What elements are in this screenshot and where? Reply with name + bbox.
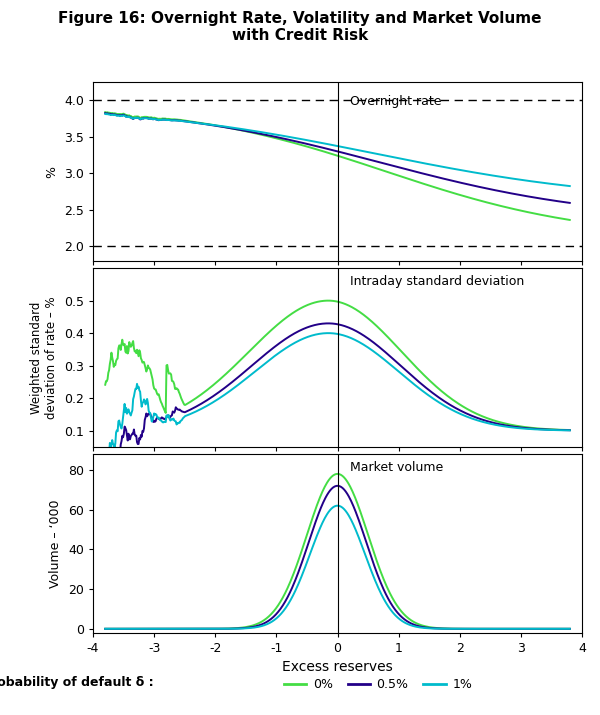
Text: Intraday standard deviation: Intraday standard deviation — [350, 275, 524, 288]
Y-axis label: Volume – ‘000: Volume – ‘000 — [49, 499, 62, 588]
Text: Figure 16: Overnight Rate, Volatility and Market Volume
with Credit Risk: Figure 16: Overnight Rate, Volatility an… — [58, 11, 542, 43]
Text: Overnight rate: Overnight rate — [350, 94, 441, 108]
Y-axis label: Weighted standard
deviation of rate – %: Weighted standard deviation of rate – % — [31, 296, 58, 419]
X-axis label: Excess reserves: Excess reserves — [282, 661, 393, 674]
Text: Market volume: Market volume — [350, 461, 443, 474]
Legend: 0%, 0.5%, 1%: 0%, 0.5%, 1% — [279, 673, 477, 696]
Text: Probability of default δ :: Probability of default δ : — [0, 676, 162, 689]
Y-axis label: %: % — [46, 166, 59, 177]
